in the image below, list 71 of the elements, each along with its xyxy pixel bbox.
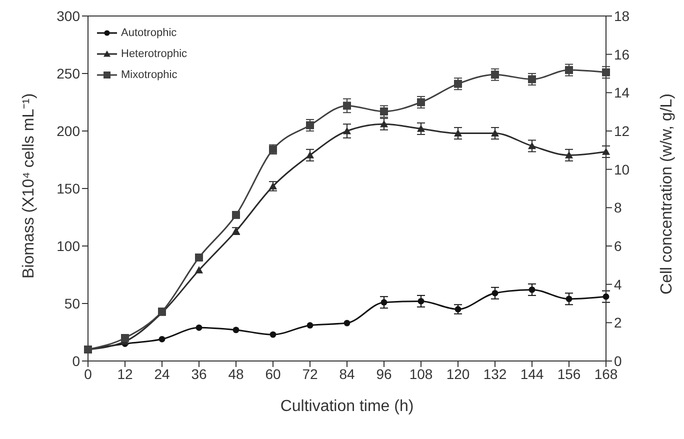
y2-tick-label: 10 xyxy=(614,161,630,178)
point xyxy=(195,254,203,262)
y2-tick-label: 2 xyxy=(614,314,622,331)
y2-tick-label: 18 xyxy=(614,8,630,24)
point xyxy=(492,290,498,296)
point xyxy=(232,326,240,334)
y-tick-label: 150 xyxy=(56,180,80,196)
y2-axis-title: Cell concentration (w/w, g/L) xyxy=(658,94,676,294)
point xyxy=(417,98,425,106)
point xyxy=(121,334,129,342)
y-tick-label: 300 xyxy=(56,8,80,24)
legend-label: Autotrophic xyxy=(121,26,177,38)
point xyxy=(491,70,499,79)
x-tick-label: 108 xyxy=(409,366,433,382)
point xyxy=(343,127,351,134)
legend-label: Heterotrophic xyxy=(121,48,188,60)
point xyxy=(565,66,573,74)
point xyxy=(380,120,388,128)
point xyxy=(565,151,573,158)
point xyxy=(418,298,424,304)
x-tick-label: 36 xyxy=(191,366,207,382)
x-tick-label: 48 xyxy=(228,366,244,382)
point xyxy=(454,80,462,88)
y-tick-label: 0 xyxy=(72,352,80,369)
point xyxy=(454,129,462,136)
y2-tick-label: 16 xyxy=(614,46,630,62)
point xyxy=(380,299,388,306)
point xyxy=(454,306,462,312)
x-tick-label: 24 xyxy=(154,366,170,382)
point xyxy=(270,331,276,338)
y2-tick-label: 8 xyxy=(614,200,622,216)
point xyxy=(417,124,425,132)
y2-tick-label: 14 xyxy=(614,84,630,101)
y2-tick-label: 12 xyxy=(614,122,630,139)
point xyxy=(602,293,610,300)
point xyxy=(195,266,203,274)
y2-tick-label: 6 xyxy=(614,238,622,254)
point xyxy=(528,286,536,293)
point xyxy=(528,75,536,84)
y-tick-label: 200 xyxy=(56,122,80,139)
x-tick-label: 132 xyxy=(483,366,507,382)
x-tick-label: 96 xyxy=(376,366,392,382)
point xyxy=(306,322,314,329)
point xyxy=(343,102,351,110)
y-tick-label: 50 xyxy=(64,295,80,312)
point xyxy=(158,336,166,342)
point xyxy=(602,68,610,76)
y-axis-title: Biomass (X10⁴ cells mL⁻¹) xyxy=(20,93,38,278)
x-tick-label: 120 xyxy=(446,366,470,382)
point xyxy=(491,129,499,136)
point xyxy=(306,151,314,158)
point xyxy=(269,182,277,190)
point xyxy=(380,107,388,116)
x-axis-title: Cultivation time (h) xyxy=(280,398,414,415)
x-tick-label: 0 xyxy=(84,366,92,382)
point xyxy=(232,210,240,219)
point xyxy=(196,324,202,331)
x-tick-label: 72 xyxy=(302,366,318,382)
point xyxy=(566,296,572,302)
x-tick-label: 156 xyxy=(557,366,581,382)
legend-label: Mixotrophic xyxy=(121,68,178,80)
point xyxy=(344,320,350,326)
y2-tick-label: 4 xyxy=(614,276,622,292)
x-tick-label: 144 xyxy=(520,366,544,382)
y-tick-label: 250 xyxy=(56,65,80,82)
x-tick-label: 60 xyxy=(265,366,281,382)
y-tick-label: 100 xyxy=(56,238,80,254)
x-tick-label: 12 xyxy=(117,366,133,382)
point xyxy=(602,148,610,155)
point xyxy=(306,121,314,130)
x-tick-label: 84 xyxy=(339,366,355,382)
